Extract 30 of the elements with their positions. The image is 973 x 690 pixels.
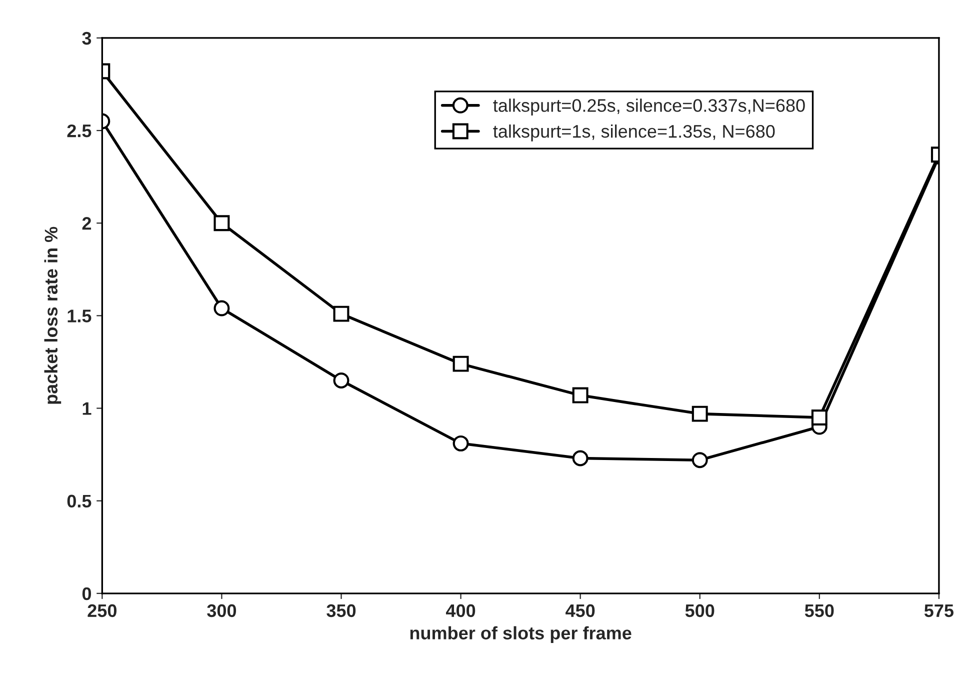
- x-tick-label: 550: [804, 604, 834, 618]
- legend-label: talkspurt=0.25s, silence=0.337s,N=680: [493, 98, 805, 116]
- x-tick-label: 400: [446, 604, 476, 618]
- y-tick-label: 3: [82, 32, 92, 45]
- point: [333, 306, 350, 322]
- point: [333, 372, 350, 388]
- y-tick-label: 0: [82, 587, 92, 600]
- y-axis-title: packet loss rate in %: [44, 226, 62, 404]
- x-tick-label: 500: [685, 604, 714, 618]
- point: [214, 215, 230, 232]
- point: [452, 356, 469, 372]
- point: [214, 300, 230, 316]
- x-tick-label: 450: [566, 604, 595, 618]
- point: [692, 452, 708, 468]
- x-tick-label: 250: [88, 604, 116, 618]
- x-tick-label: 300: [207, 604, 236, 618]
- x-axis-title: number of slots per frame: [410, 626, 632, 644]
- x-tick-label: 575: [924, 604, 954, 618]
- point: [572, 387, 588, 404]
- y-tick-label: 2.5: [67, 124, 92, 138]
- point: [692, 406, 708, 422]
- x-tick-label: 350: [326, 604, 356, 618]
- y-tick-label: 2: [82, 217, 92, 230]
- point: [811, 410, 828, 426]
- point: [452, 435, 469, 452]
- y-tick-label: 1: [82, 402, 92, 415]
- y-tick-label: 0.5: [67, 494, 92, 508]
- point: [572, 450, 588, 466]
- y-tick-label: 1.5: [68, 310, 92, 322]
- legend-label: talkspurt=1s, silence=1.35s, N=680: [493, 124, 775, 142]
